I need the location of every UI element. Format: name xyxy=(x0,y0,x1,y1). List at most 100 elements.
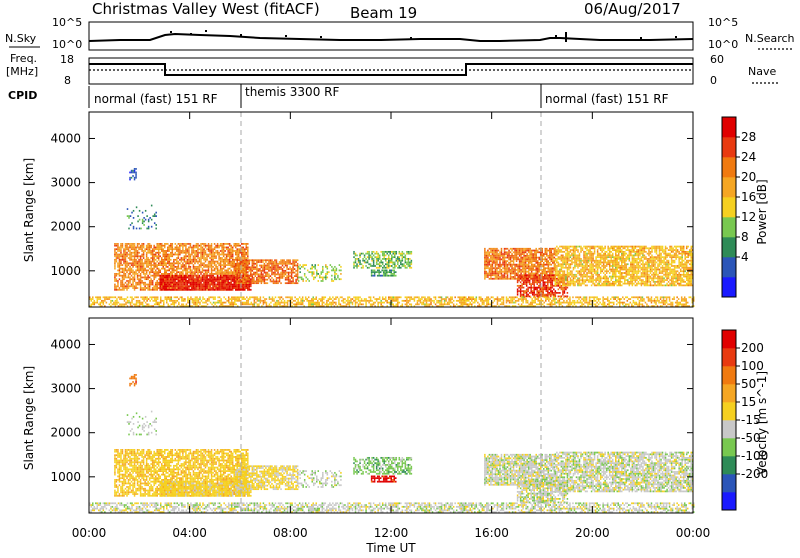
power-cell-8 xyxy=(519,258,521,260)
power-cell-10 xyxy=(586,255,588,257)
power-cell-1 xyxy=(223,285,225,287)
power-cell-9 xyxy=(535,274,537,276)
power-cell-8 xyxy=(531,264,533,266)
power-cell-0 xyxy=(129,254,131,256)
power-cell-10 xyxy=(555,260,557,262)
power-cell-9 xyxy=(532,292,534,294)
power-cell-10 xyxy=(580,260,582,262)
power-cell-10 xyxy=(618,272,620,274)
power-cell-1 xyxy=(197,285,199,287)
power-cell-9 xyxy=(544,285,546,287)
power-cell-0 xyxy=(116,278,118,280)
power-cell-2 xyxy=(267,265,269,267)
power-cell-0 xyxy=(138,264,140,266)
power-cell-10 xyxy=(585,256,587,258)
power-cell-2 xyxy=(249,277,251,279)
power-cell-8 xyxy=(552,262,554,264)
power-cell-8 xyxy=(499,264,501,266)
power-cell-0 xyxy=(206,266,208,268)
power-cell-2 xyxy=(288,277,290,279)
power-cell-2 xyxy=(286,266,288,268)
power-cell-0 xyxy=(132,262,134,264)
power-cell-4 xyxy=(394,255,396,257)
power-cell-2 xyxy=(285,282,287,284)
power-cell-10 xyxy=(558,281,560,283)
power-cell-9 xyxy=(529,287,531,289)
power-cell-1 xyxy=(159,285,161,287)
power-cell-0 xyxy=(132,245,134,247)
power-cell-0 xyxy=(146,252,148,254)
power-cell-8 xyxy=(541,274,543,276)
power-cell-9 xyxy=(517,288,519,290)
power-cell-10 xyxy=(612,247,614,249)
power-cell-0 xyxy=(175,254,177,256)
power-cell-8 xyxy=(543,255,545,257)
power-cell-0 xyxy=(176,287,178,289)
power-cell-8 xyxy=(517,264,519,266)
power-cell-10 xyxy=(598,276,600,278)
power-cell-0 xyxy=(215,245,217,247)
power-cell-0 xyxy=(132,248,134,250)
power-cell-10 xyxy=(589,249,591,251)
power-cell-4 xyxy=(368,255,370,257)
power-cell-1 xyxy=(175,282,177,284)
power-cell-1 xyxy=(221,284,223,286)
power-cell-4 xyxy=(396,251,398,253)
power-cell-10 xyxy=(618,247,620,249)
power-cell-0 xyxy=(176,259,178,261)
power-cell-10 xyxy=(567,267,569,269)
power-cell-0 xyxy=(215,264,217,266)
power-cell-10 xyxy=(616,270,618,272)
power-cell-8 xyxy=(551,271,553,273)
power-cell-1 xyxy=(182,282,184,284)
power-cell-8 xyxy=(496,264,498,266)
power-cell-0 xyxy=(122,277,124,279)
power-cell-9 xyxy=(552,281,554,283)
nave-tick-top: 60 xyxy=(710,53,724,66)
power-cell-9 xyxy=(547,288,549,290)
power-cell-1 xyxy=(203,284,205,286)
power-cell-1 xyxy=(236,278,238,280)
power-cell-3 xyxy=(302,266,304,268)
power-cell-10 xyxy=(555,247,557,249)
power-cell-10 xyxy=(574,256,576,258)
power-cell-0 xyxy=(122,257,124,259)
power-cell-2 xyxy=(256,259,258,261)
power-cell-10 xyxy=(591,272,593,274)
power-cell-8 xyxy=(499,253,501,255)
power-cell-10 xyxy=(576,260,578,262)
power-cell-0 xyxy=(131,248,133,250)
power-cell-6 xyxy=(146,228,148,230)
power-cell-8 xyxy=(535,255,537,257)
power-cell-2 xyxy=(265,268,267,270)
power-cell-2 xyxy=(277,266,279,268)
power-cell-0 xyxy=(122,280,124,282)
power-cell-4 xyxy=(408,262,410,264)
power-cell-1 xyxy=(167,280,169,282)
power-cell-1 xyxy=(230,280,232,282)
power-cell-0 xyxy=(114,289,116,291)
power-cell-0 xyxy=(138,255,140,257)
power-cell-8 xyxy=(513,278,515,280)
power-cell-8 xyxy=(511,278,513,280)
power-cell-1 xyxy=(206,278,208,280)
power-cell-4 xyxy=(382,267,384,269)
power-cell-0 xyxy=(131,262,133,264)
power-cell-1 xyxy=(229,277,231,279)
power-cell-0 xyxy=(232,264,234,266)
power-cell-10 xyxy=(558,276,560,278)
power-cell-10 xyxy=(562,251,564,253)
power-cell-3 xyxy=(321,273,323,275)
power-cell-8 xyxy=(486,276,488,278)
power-cell-8 xyxy=(538,248,540,250)
power-cell-9 xyxy=(523,283,525,285)
power-cell-1 xyxy=(229,282,231,284)
power-cell-4 xyxy=(403,253,405,255)
power-cell-0 xyxy=(247,243,249,245)
power-cell-1 xyxy=(173,280,175,282)
power-cell-10 xyxy=(588,276,590,278)
power-cell-10 xyxy=(580,263,582,265)
power-cell-3 xyxy=(307,270,309,272)
power-cell-3 xyxy=(321,271,323,273)
power-cell-2 xyxy=(261,279,263,281)
